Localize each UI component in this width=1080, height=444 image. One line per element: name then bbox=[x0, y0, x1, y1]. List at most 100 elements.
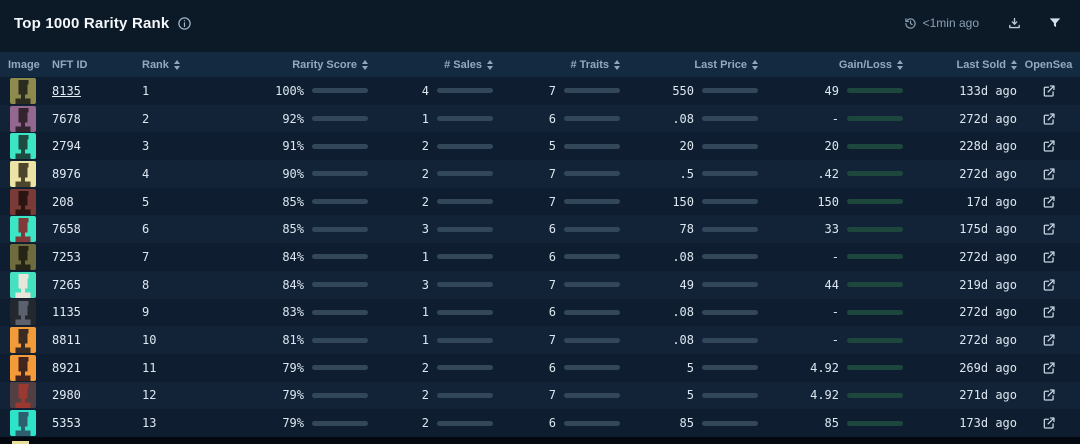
nft-id-link[interactable]: 8976 bbox=[52, 166, 81, 181]
opensea-external-link-icon[interactable] bbox=[1042, 195, 1056, 209]
sales-value: 2 bbox=[421, 416, 429, 431]
opensea-external-link-icon[interactable] bbox=[1042, 333, 1056, 347]
opensea-external-link-icon[interactable] bbox=[1042, 388, 1056, 402]
sort-arrows-icon[interactable] bbox=[614, 59, 620, 70]
traits-value: 6 bbox=[548, 111, 556, 126]
punk-avatar-icon bbox=[10, 299, 36, 326]
column-header-label: Last Price bbox=[694, 58, 747, 71]
last-sold-value: 272d ago bbox=[959, 333, 1017, 348]
nft-avatar[interactable] bbox=[10, 243, 36, 270]
nft-image-cell bbox=[0, 409, 42, 437]
nft-image-cell bbox=[0, 132, 42, 160]
nft-avatar[interactable] bbox=[10, 299, 36, 326]
last-price-value: .08 bbox=[672, 111, 694, 126]
punk-avatar-icon bbox=[10, 216, 36, 243]
traits-bar bbox=[564, 226, 620, 232]
nft-id-link[interactable]: 1135 bbox=[52, 305, 81, 320]
rarity-score-cell: 100% bbox=[232, 77, 368, 105]
nft-id-link[interactable]: 2794 bbox=[52, 139, 81, 154]
info-icon[interactable] bbox=[177, 16, 192, 31]
rarity-score-value: 100% bbox=[275, 83, 304, 98]
table-body: 8135 1 100% 4 7 550 49 133d ago bbox=[0, 77, 1080, 437]
column-header--traits[interactable]: # Traits bbox=[493, 52, 620, 77]
nft-image-cell bbox=[0, 271, 42, 299]
sales-cell: 1 bbox=[368, 299, 493, 327]
opensea-external-link-icon[interactable] bbox=[1042, 361, 1056, 375]
table-row: 7253 7 84% 1 6 .08 - 272d ago bbox=[0, 243, 1080, 271]
partial-avatar bbox=[12, 440, 29, 444]
sort-arrows-icon[interactable] bbox=[487, 59, 493, 70]
gain-loss-value: .42 bbox=[817, 166, 839, 181]
traits-cell: 6 bbox=[493, 243, 620, 271]
last-price-value: 85 bbox=[679, 416, 694, 431]
traits-value: 7 bbox=[548, 166, 556, 181]
sort-arrows-icon[interactable] bbox=[1011, 59, 1017, 70]
column-header-last-sold[interactable]: Last Sold bbox=[903, 52, 1017, 77]
nft-id-link[interactable]: 208 bbox=[52, 194, 74, 209]
nft-id-link[interactable]: 8135 bbox=[52, 83, 81, 98]
opensea-external-link-icon[interactable] bbox=[1042, 222, 1056, 236]
last-sold-value: 272d ago bbox=[959, 249, 1017, 264]
sort-arrows-icon[interactable] bbox=[362, 59, 368, 70]
nft-avatar[interactable] bbox=[10, 188, 36, 215]
opensea-external-link-icon[interactable] bbox=[1042, 250, 1056, 264]
rank-value: 1 bbox=[142, 83, 150, 98]
sales-value: 1 bbox=[421, 111, 429, 126]
column-header-rarity-score[interactable]: Rarity Score bbox=[232, 52, 368, 77]
nft-avatar[interactable] bbox=[10, 327, 36, 354]
sort-arrows-icon[interactable] bbox=[752, 59, 758, 70]
opensea-external-link-icon[interactable] bbox=[1042, 416, 1056, 430]
rank-value: 9 bbox=[142, 305, 150, 320]
column-header-rank[interactable]: Rank bbox=[132, 52, 232, 77]
nft-id-link[interactable]: 5353 bbox=[52, 416, 81, 431]
last-sold-value: 272d ago bbox=[959, 111, 1017, 126]
traits-cell: 7 bbox=[493, 77, 620, 105]
rarity-score-value: 84% bbox=[282, 249, 304, 264]
last-price-bar bbox=[702, 420, 758, 426]
last-price-bar bbox=[702, 282, 758, 288]
column-header--sales[interactable]: # Sales bbox=[368, 52, 493, 77]
nft-id-link[interactable]: 8921 bbox=[52, 360, 81, 375]
column-header-last-price[interactable]: Last Price bbox=[620, 52, 758, 77]
last-sold-value: 175d ago bbox=[959, 222, 1017, 237]
opensea-external-link-icon[interactable] bbox=[1042, 305, 1056, 319]
filter-icon[interactable] bbox=[1048, 16, 1062, 30]
gain-loss-bar bbox=[847, 392, 903, 398]
refresh-history-icon[interactable] bbox=[904, 17, 917, 30]
gain-loss-bar bbox=[847, 88, 903, 94]
rank-value: 7 bbox=[142, 249, 150, 264]
sort-arrows-icon[interactable] bbox=[173, 59, 180, 70]
nft-avatar[interactable] bbox=[10, 77, 36, 104]
nft-avatar[interactable] bbox=[10, 271, 36, 298]
download-icon[interactable] bbox=[1007, 16, 1022, 31]
opensea-external-link-icon[interactable] bbox=[1042, 278, 1056, 292]
column-header-gain-loss[interactable]: Gain/Loss bbox=[758, 52, 903, 77]
table-row: 7658 6 85% 3 6 78 33 175d ago bbox=[0, 215, 1080, 244]
nft-id-link[interactable]: 2980 bbox=[52, 388, 81, 403]
gain-loss-value: - bbox=[831, 111, 839, 126]
sort-arrows-icon[interactable] bbox=[897, 59, 903, 70]
opensea-external-link-icon[interactable] bbox=[1042, 84, 1056, 98]
sales-cell: 1 bbox=[368, 105, 493, 133]
nft-avatar[interactable] bbox=[10, 354, 36, 381]
nft-avatar[interactable] bbox=[10, 382, 36, 409]
gain-loss-value: 85 bbox=[824, 416, 839, 431]
nft-avatar[interactable] bbox=[10, 105, 36, 132]
nft-id-link[interactable]: 7253 bbox=[52, 249, 81, 264]
nft-avatar[interactable] bbox=[10, 216, 36, 243]
gain-loss-value: 4.92 bbox=[810, 360, 839, 375]
traits-cell: 7 bbox=[493, 382, 620, 410]
sales-value: 3 bbox=[421, 277, 429, 292]
opensea-external-link-icon[interactable] bbox=[1042, 167, 1056, 181]
opensea-external-link-icon[interactable] bbox=[1042, 139, 1056, 153]
traits-bar bbox=[564, 392, 620, 398]
nft-id-link[interactable]: 7265 bbox=[52, 277, 81, 292]
nft-id-link[interactable]: 7678 bbox=[52, 111, 81, 126]
nft-id-link[interactable]: 8811 bbox=[52, 333, 81, 348]
opensea-external-link-icon[interactable] bbox=[1042, 112, 1056, 126]
nft-avatar[interactable] bbox=[10, 160, 36, 187]
nft-id-link[interactable]: 7658 bbox=[52, 222, 81, 237]
last-price-cell: .08 bbox=[620, 326, 758, 354]
nft-avatar[interactable] bbox=[10, 410, 36, 437]
nft-avatar[interactable] bbox=[10, 133, 36, 160]
